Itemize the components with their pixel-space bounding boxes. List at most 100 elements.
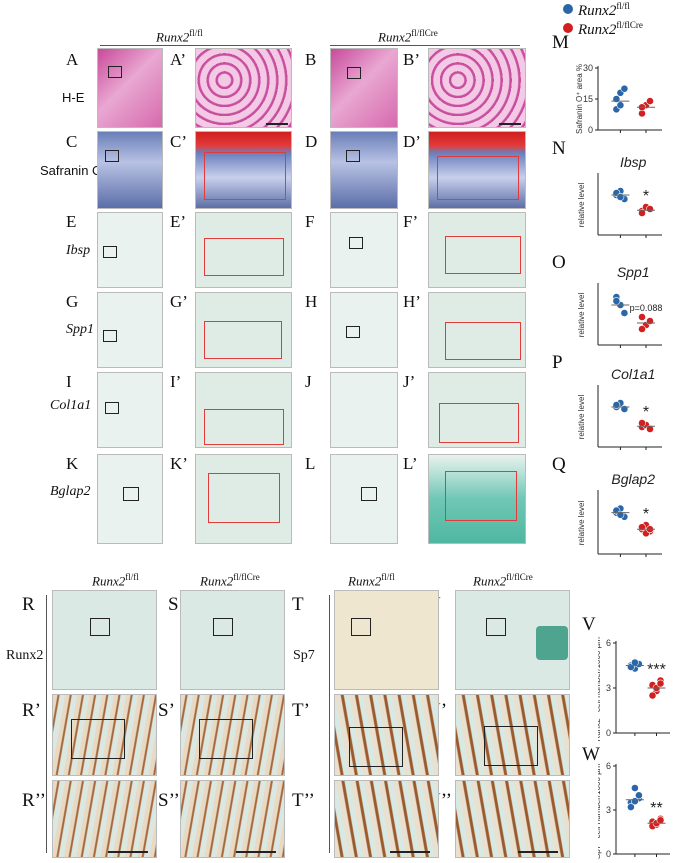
stain-label-safranin: Safranin O xyxy=(40,163,103,178)
roi-box xyxy=(439,403,519,443)
panel-G-image xyxy=(97,292,163,368)
panel-Spp-image xyxy=(180,780,285,858)
data-point xyxy=(627,803,635,811)
stain-label-spp1: Spp1 xyxy=(66,322,94,337)
data-point xyxy=(635,791,643,800)
panel-label-T: T xyxy=(292,594,304,615)
panel-H-image xyxy=(330,292,398,368)
panel-B-image xyxy=(330,48,398,128)
data-point xyxy=(638,325,646,333)
legend-label-flfl: Runx2fl/fl xyxy=(578,1,630,19)
chart-title: Bglap2 xyxy=(611,471,655,487)
panel-label-E: E xyxy=(66,212,77,231)
y-tick-label: 15 xyxy=(583,94,593,104)
header-bot-2: Runx2fl/flCre xyxy=(200,572,260,589)
y-tick-label: 0 xyxy=(606,728,611,738)
panel-label-Q: Q xyxy=(552,454,566,475)
stain-label-col1a1: Col1a1 xyxy=(50,398,92,413)
significance-label: p=0.088 xyxy=(630,303,663,313)
panel-label-Jp: J’ xyxy=(403,372,416,391)
panel-Rpp-image xyxy=(52,780,157,858)
data-point xyxy=(646,317,654,325)
panel-T-image xyxy=(334,590,439,690)
data-point xyxy=(656,679,665,688)
panel-U-image xyxy=(455,590,570,690)
panel-Tp-image xyxy=(334,694,439,776)
panel-Cp-image xyxy=(195,131,292,209)
panel-Ap-image xyxy=(195,48,292,128)
chart-title: Spp1 xyxy=(617,264,650,280)
y-axis-label: relative level xyxy=(577,183,586,228)
data-point xyxy=(612,401,621,409)
row-bracket xyxy=(46,595,47,853)
panel-A-image xyxy=(97,48,163,128)
scale-bar xyxy=(108,851,148,853)
roi-box xyxy=(208,473,280,523)
panel-Ep-image xyxy=(195,212,292,288)
y-tick-label: 6 xyxy=(606,638,611,648)
panel-F-image xyxy=(330,212,398,288)
panel-I-image xyxy=(97,372,163,448)
panel-label-Dp: D’ xyxy=(403,132,421,151)
chart-Q: relative level Bglap2 * xyxy=(577,471,662,557)
stain-label-ibsp: Ibsp xyxy=(66,243,91,258)
data-point xyxy=(620,309,629,317)
significance-label: ** xyxy=(650,800,662,817)
panel-label-D: D xyxy=(305,132,318,151)
panel-Hp-image xyxy=(428,292,526,368)
zoom-box xyxy=(484,726,538,766)
scale-bar xyxy=(266,123,288,125)
panel-label-Rpp: R’’ xyxy=(22,790,46,811)
scale-bar xyxy=(236,851,276,853)
roi-box xyxy=(437,156,519,200)
panel-label-R: R xyxy=(22,594,35,615)
panel-Gp-image xyxy=(195,292,292,368)
zoom-box xyxy=(349,727,403,767)
data-point xyxy=(612,297,621,305)
y-axis-label: relative level xyxy=(577,293,586,338)
y-tick-label: 6 xyxy=(606,761,611,771)
panel-Up-image xyxy=(455,694,570,776)
panel-label-Hp: H’ xyxy=(403,292,421,311)
stain-label-he: H-E xyxy=(62,90,85,105)
panel-R-image xyxy=(52,590,157,690)
data-point xyxy=(656,816,665,825)
zoom-box xyxy=(105,402,119,414)
header-bot-3: Runx2fl/fl xyxy=(348,572,395,589)
significance-label: * xyxy=(643,404,649,421)
panel-label-O: O xyxy=(552,252,566,273)
data-point xyxy=(631,658,639,667)
data-point xyxy=(620,405,629,413)
legend: Runx2fl/fl Runx2fl/flCre xyxy=(560,0,673,40)
zoom-box xyxy=(213,618,233,636)
y-axis-label: relative level xyxy=(577,501,586,546)
panel-C-image xyxy=(97,131,163,209)
zoom-box xyxy=(351,618,371,636)
legend-marker-flflcre xyxy=(563,23,573,33)
panel-label-F: F xyxy=(305,212,315,231)
zoom-box xyxy=(90,618,110,636)
panel-Tpp-image xyxy=(334,780,439,858)
stain-label-sp7: Sp7 xyxy=(293,648,315,663)
panel-Upp-image xyxy=(455,780,570,858)
tissue-fold xyxy=(536,626,568,660)
zoom-box xyxy=(347,67,361,79)
panel-label-K: K xyxy=(66,454,79,473)
panel-label-Tp: T’ xyxy=(292,700,310,721)
roi-box xyxy=(445,471,517,521)
panel-Ip-image xyxy=(195,372,292,448)
y-axis-label: Runx2⁺ cell number/1000 µm² xyxy=(598,634,602,741)
panel-Fp-image xyxy=(428,212,526,288)
panel-label-M: M xyxy=(552,32,569,53)
panel-label-Kp: K’ xyxy=(170,454,188,473)
header-runx2-flflcre-top: Runx2fl/flCre xyxy=(378,28,438,45)
panel-S-image xyxy=(180,590,285,690)
panel-label-V: V xyxy=(582,614,596,635)
panel-label-Gp: G’ xyxy=(170,292,188,311)
scale-bar xyxy=(499,123,521,125)
panel-label-Ip: I’ xyxy=(170,372,182,391)
roi-box xyxy=(204,152,286,200)
panel-label-Cp: C’ xyxy=(170,132,187,151)
legend-markers xyxy=(563,4,573,33)
